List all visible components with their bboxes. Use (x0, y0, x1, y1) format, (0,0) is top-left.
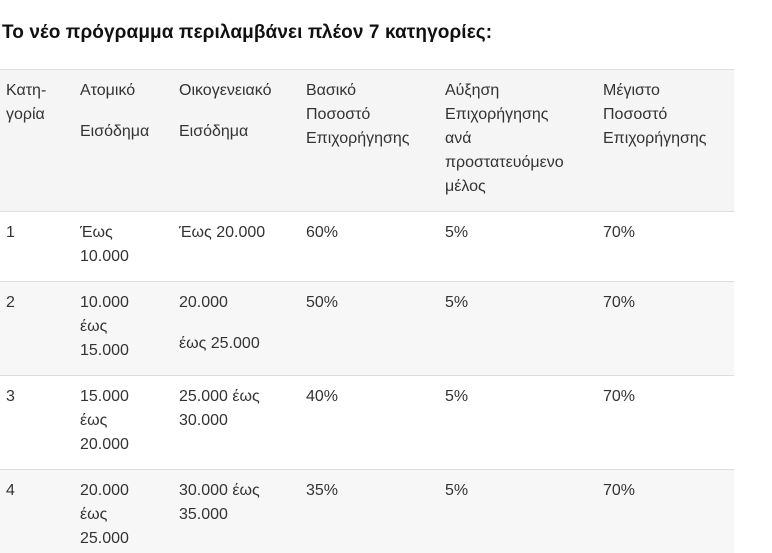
header-line: Ποσοστό (603, 106, 668, 123)
cell-category: 4 (0, 469, 74, 553)
header-basic-rate: Βασικό Ποσοστό Επιχορήγησης (300, 69, 439, 212)
cell-increase-rate: 5% (439, 469, 597, 553)
paragraph-gap (179, 103, 294, 120)
header-line: Εισόδημα (80, 123, 150, 140)
table-row: 3 15.000 έως 20.000 25.000 έως 30.000 40… (0, 375, 734, 470)
cell-category: 2 (0, 281, 74, 376)
cell-line: 15.000 (80, 342, 129, 359)
cell-basic-rate: 50% (300, 281, 439, 376)
cell-increase-rate: 5% (439, 211, 597, 282)
header-line: ανά (445, 130, 472, 147)
cell-basic-rate: 60% (300, 211, 439, 282)
paragraph-gap (80, 103, 167, 120)
cell-line: 25.000 (80, 530, 129, 547)
header-line: μέλος (445, 178, 486, 195)
cell-max-rate: 70% (597, 375, 734, 470)
cell-category: 1 (0, 211, 74, 282)
cell-individual-income: 15.000 έως 20.000 (74, 375, 173, 470)
cell-max-rate: 70% (597, 469, 734, 553)
cell-line: Έως 20.000 (179, 224, 266, 241)
header-line: Αύξηση (445, 82, 500, 99)
header-line: Επιχορήγησης (445, 106, 549, 123)
header-line: Εισόδημα (179, 123, 249, 140)
cell-max-rate: 70% (597, 281, 734, 376)
header-line: Μέγιστο (603, 82, 660, 99)
cell-line: 30.000 (179, 412, 228, 429)
cell-line: έως 25.000 (179, 335, 260, 352)
cell-basic-rate: 35% (300, 469, 439, 553)
cell-line: έως (80, 506, 108, 523)
table-row: 1 Έως 10.000 Έως 20.000 60% 5% 70% (0, 211, 734, 282)
header-category: Κατη- γορία (0, 69, 74, 212)
cell-individual-income: Έως 10.000 (74, 211, 173, 282)
cell-line: 30.000 έως (179, 482, 260, 499)
categories-table: Κατη- γορία Ατομικό Εισόδημα Οικογενειακ… (0, 69, 734, 553)
cell-family-income: Έως 20.000 (173, 211, 300, 282)
header-individual-income: Ατομικό Εισόδημα (74, 69, 173, 212)
cell-line: 10.000 (80, 248, 129, 265)
cell-line: 20.000 (179, 294, 228, 311)
header-line: Ατομικό (80, 82, 136, 99)
table-heading: Το νέο πρόγραμμα περιλαμβάνει πλέον 7 κα… (2, 22, 493, 43)
table-row: 2 10.000 έως 15.000 20.000 έως 25.000 50… (0, 281, 734, 376)
header-line: προστατευόμενο (445, 154, 564, 171)
cell-line: έως (80, 412, 108, 429)
cell-family-income: 25.000 έως 30.000 (173, 375, 300, 470)
paragraph-gap (179, 315, 294, 332)
cell-max-rate: 70% (597, 211, 734, 282)
cell-line: 20.000 (80, 482, 129, 499)
header-line: Βασικό (306, 82, 357, 99)
cell-line: 25.000 έως (179, 388, 260, 405)
header-line: Επιχορήγησης (306, 130, 410, 147)
cell-line: 35.000 (179, 506, 228, 523)
header-line: Ποσοστό (306, 106, 371, 123)
header-line: γορία (6, 106, 45, 123)
header-line: Κατη- (6, 82, 47, 99)
cell-line: 20.000 (80, 436, 129, 453)
cell-line: Έως (80, 224, 113, 241)
table-row: 4 20.000 έως 25.000 30.000 έως 35.000 35… (0, 469, 734, 553)
header-max-rate: Μέγιστο Ποσοστό Επιχορήγησης (597, 69, 734, 212)
cell-category: 3 (0, 375, 74, 470)
cell-line: 15.000 (80, 388, 129, 405)
table-header-row: Κατη- γορία Ατομικό Εισόδημα Οικογενειακ… (0, 69, 734, 212)
cell-family-income: 30.000 έως 35.000 (173, 469, 300, 553)
cell-increase-rate: 5% (439, 375, 597, 470)
header-family-income: Οικογενειακό Εισόδημα (173, 69, 300, 212)
cell-family-income: 20.000 έως 25.000 (173, 281, 300, 376)
cell-individual-income: 20.000 έως 25.000 (74, 469, 173, 553)
cell-individual-income: 10.000 έως 15.000 (74, 281, 173, 376)
header-line: Οικογενειακό (179, 82, 272, 99)
header-increase-per-member: Αύξηση Επιχορήγησης ανά προστατευόμενο μ… (439, 69, 597, 212)
header-line: Επιχορήγησης (603, 130, 707, 147)
cell-basic-rate: 40% (300, 375, 439, 470)
cell-increase-rate: 5% (439, 281, 597, 376)
cell-line: 10.000 (80, 294, 129, 311)
cell-line: έως (80, 318, 108, 335)
